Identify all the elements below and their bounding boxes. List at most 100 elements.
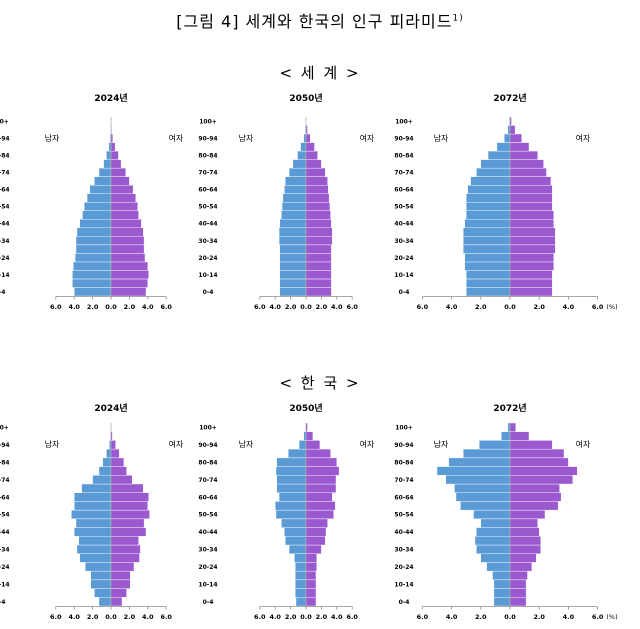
age-tick-label: 100+ xyxy=(395,119,413,126)
bar-male-60-64 xyxy=(73,492,112,502)
bar-male-70-74 xyxy=(476,167,511,177)
bar-female-60-64 xyxy=(509,492,562,502)
bar-female-45-49 xyxy=(305,210,331,220)
female-label: 여자 xyxy=(576,439,591,449)
age-tick-label: 10-14 xyxy=(0,272,10,279)
bar-female-85-89 xyxy=(305,448,331,459)
bar-male-40-44 xyxy=(476,527,511,537)
bar-male-30-34 xyxy=(463,236,511,246)
age-tick-label: 30-34 xyxy=(394,238,413,245)
bar-female-20-24 xyxy=(110,253,146,263)
bar-female-75-79 xyxy=(305,466,340,476)
bar-female-35-39 xyxy=(110,536,139,546)
x-tick-label: 6.0 xyxy=(417,303,429,311)
bar-male-20-24 xyxy=(295,562,307,572)
bar-male-45-49 xyxy=(281,518,307,528)
bar-female-25-29 xyxy=(509,244,556,254)
bar-male-90-94 xyxy=(479,440,511,450)
bar-male-20-24 xyxy=(486,562,511,572)
age-tick-label: 20-24 xyxy=(394,564,413,571)
age-tick-label: 80-84 xyxy=(198,153,217,160)
age-tick-label: 70-74 xyxy=(0,170,10,177)
age-tick-label: 40-44 xyxy=(198,221,217,228)
bar-female-35-39 xyxy=(305,227,333,237)
age-tick-label: 90-94 xyxy=(198,442,217,449)
bar-female-30-34 xyxy=(509,544,541,554)
bar-male-85-89 xyxy=(106,448,112,459)
age-tick-label: 40-44 xyxy=(0,529,10,536)
bar-female-45-49 xyxy=(305,518,328,528)
age-tick-label: 80-84 xyxy=(394,153,413,160)
bar-female-60-64 xyxy=(110,184,134,194)
bar-male-70-74 xyxy=(98,167,112,177)
bar-female-45-49 xyxy=(110,210,139,220)
age-tick-label: 50-54 xyxy=(198,204,217,211)
female-label: 여자 xyxy=(169,133,184,143)
age-tick-label: 60-64 xyxy=(0,187,10,194)
bar-female-80-84 xyxy=(509,150,538,160)
bar-male-75-79 xyxy=(275,466,307,476)
bar-male-60-64 xyxy=(278,492,307,502)
age-tick-label: 90-94 xyxy=(198,136,217,143)
bar-male-5-9 xyxy=(279,278,307,288)
bar-female-70-74 xyxy=(305,475,337,485)
bar-female-35-39 xyxy=(110,227,144,237)
bar-female-15-19 xyxy=(305,261,332,271)
x-tick-label: 2.0 xyxy=(533,303,545,311)
age-tick-label: 80-84 xyxy=(0,459,10,466)
bar-male-10-14 xyxy=(72,270,112,280)
x-tick-label: 4.0 xyxy=(331,303,343,311)
age-tick-label: 60-64 xyxy=(394,187,413,194)
unit-label: (%) xyxy=(606,303,617,311)
bar-male-60-64 xyxy=(455,492,511,502)
bar-female-10-14 xyxy=(509,270,553,280)
bar-female-35-39 xyxy=(305,536,326,546)
bar-male-65-69 xyxy=(285,176,307,186)
chart-year-title: 2072년 xyxy=(493,92,526,104)
bar-female-50-54 xyxy=(509,509,546,520)
male-label: 남자 xyxy=(239,440,254,449)
bar-male-90-94 xyxy=(504,133,511,143)
x-tick-label: 4.0 xyxy=(68,303,80,311)
chart-year-title: 2050년 xyxy=(289,92,322,104)
bar-female-0-4 xyxy=(110,597,123,607)
bar-male-75-79 xyxy=(103,159,112,169)
age-tick-label: 60-64 xyxy=(394,494,413,501)
female-label: 여자 xyxy=(576,133,591,143)
bar-female-0-4 xyxy=(110,287,147,297)
bar-male-65-69 xyxy=(81,483,112,493)
bar-female-45-49 xyxy=(110,518,145,528)
bar-male-5-9 xyxy=(493,588,511,598)
bar-male-40-44 xyxy=(79,219,112,229)
bar-female-75-79 xyxy=(305,159,322,169)
x-tick-label: 4.0 xyxy=(269,613,281,621)
bar-female-5-9 xyxy=(110,278,148,288)
bar-female-50-54 xyxy=(305,509,334,520)
age-tick-label: 100+ xyxy=(0,119,9,126)
age-tick-label: 40-44 xyxy=(0,221,10,228)
bar-male-15-19 xyxy=(90,570,112,581)
x-tick-label: 6.0 xyxy=(346,613,358,621)
bar-male-75-79 xyxy=(292,159,307,169)
x-tick-label: 2.0 xyxy=(87,613,99,621)
bar-male-5-9 xyxy=(94,588,112,598)
age-tick-label: 100+ xyxy=(0,425,9,432)
x-tick-label: 6.0 xyxy=(254,303,266,311)
bar-male-70-74 xyxy=(92,475,112,485)
bar-female-90-94 xyxy=(305,133,311,143)
x-tick-label: 0.0 xyxy=(300,613,312,621)
bar-male-0-4 xyxy=(493,597,511,607)
bar-female-25-29 xyxy=(305,553,318,563)
bar-male-15-19 xyxy=(73,261,112,271)
bar-female-70-74 xyxy=(509,167,547,177)
bar-male-20-24 xyxy=(84,562,112,572)
bar-female-65-69 xyxy=(305,483,337,493)
bar-female-10-14 xyxy=(509,579,527,589)
bar-female-70-74 xyxy=(110,167,126,177)
age-tick-label: 100+ xyxy=(199,425,217,432)
bar-female-75-79 xyxy=(110,466,127,476)
bar-female-65-69 xyxy=(110,176,130,186)
bar-male-50-54 xyxy=(466,201,511,211)
male-label: 남자 xyxy=(434,440,449,449)
bar-male-30-34 xyxy=(288,544,307,554)
